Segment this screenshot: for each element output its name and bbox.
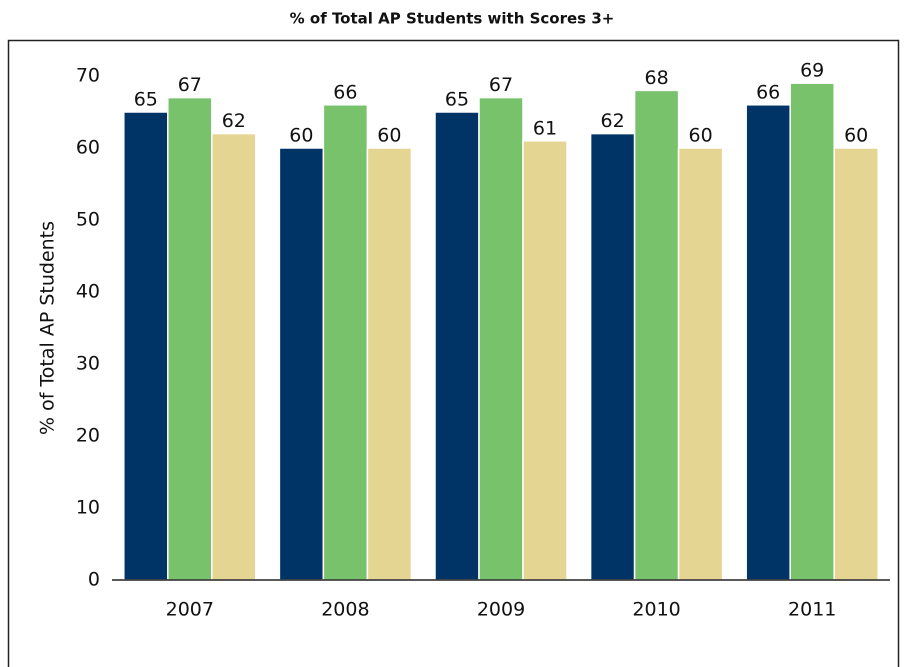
bar [478,96,524,581]
bar [522,140,568,581]
x-tick-label: 2008 [321,599,369,621]
data-label: 60 [844,125,868,147]
data-label: 69 [800,60,824,82]
bar [833,147,879,581]
y-tick-label: 20 [76,425,100,447]
data-label: 67 [178,74,202,96]
y-tick-label: 70 [76,65,100,87]
bar [745,104,791,581]
y-tick-label: 30 [76,353,100,375]
bar [434,111,480,581]
data-label: 65 [445,89,469,111]
bar [211,132,257,581]
data-label: 66 [333,81,357,103]
y-tick-label: 40 [76,281,100,303]
bar [322,104,369,581]
y-tick-label: 0 [88,569,100,591]
data-label: 60 [289,125,313,147]
bar [366,147,413,581]
data-label: 61 [533,117,557,139]
x-tick-label: 2009 [477,599,525,621]
x-tick-label: 2011 [788,599,836,621]
bar [677,147,724,581]
data-label: 60 [377,125,401,147]
data-label: 67 [489,74,513,96]
x-tick-label: 2010 [632,599,680,621]
bar [278,147,325,581]
y-tick-label: 10 [76,497,100,519]
data-label: 68 [645,67,669,89]
y-tick-label: 60 [76,137,100,159]
y-axis-label: % of Total AP Students [37,221,59,435]
bar [123,111,169,581]
x-tick-label: 2007 [166,599,214,621]
bar [633,89,680,581]
bar [167,96,213,581]
chart-title: % of Total AP Students with Scores 3+ [290,10,615,28]
data-label: 62 [601,110,625,132]
data-label: 60 [689,125,713,147]
y-tick-label: 50 [76,209,100,231]
bar [589,132,636,581]
data-label: 62 [222,110,246,132]
chart-frame [7,39,900,667]
data-label: 66 [756,81,780,103]
data-label: 65 [134,89,158,111]
bar [789,82,835,581]
